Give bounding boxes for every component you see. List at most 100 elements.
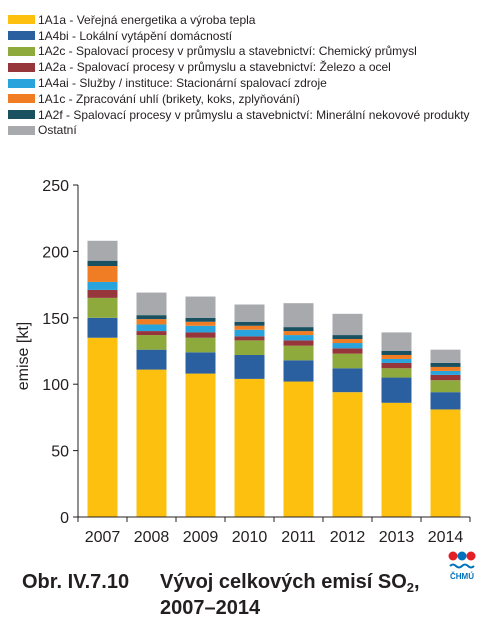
x-tick-label: 2012 <box>330 529 366 546</box>
bar-segment <box>381 351 412 355</box>
bar-segment <box>234 378 265 517</box>
bar-segment <box>332 313 363 336</box>
legend-label: 1A4ai - Služby / instituce: Stacionární … <box>38 76 327 91</box>
figure-caption: Obr. IV.7.10 Vývoj celkových emisí SO2, 2… <box>22 572 420 619</box>
x-tick-label: 2011 <box>281 529 316 546</box>
legend-swatch <box>8 15 35 25</box>
x-tick-label: 2014 <box>428 529 464 546</box>
legend-swatch <box>8 125 35 135</box>
bar-segment <box>185 352 216 374</box>
caption-title-line2: 2007–2014 <box>160 597 261 619</box>
bar-segment <box>430 362 461 367</box>
legend-label: 1A1a - Veřejná energetika a výroba tepla <box>38 12 256 27</box>
bar-segment <box>283 331 314 336</box>
bar-segment <box>136 335 167 350</box>
chart-legend: 1A1a - Veřejná energetika a výroba tepla… <box>8 12 470 138</box>
bar-segment <box>430 370 461 375</box>
legend-item: 1A1c - Zpracování uhlí (brikety, koks, z… <box>8 91 470 107</box>
logo-wave <box>449 563 475 569</box>
bar-segment <box>381 358 412 363</box>
caption-title-subscript: 2 <box>406 580 415 595</box>
bar-segment <box>136 349 167 370</box>
bar-segment <box>283 340 314 346</box>
legend-swatch <box>8 78 35 88</box>
legend-swatch <box>8 94 35 104</box>
bar-segment <box>381 402 412 517</box>
bar-segment <box>234 321 265 326</box>
logo-text: ČHMÚ <box>450 572 474 581</box>
caption-title-end: , <box>414 571 420 593</box>
legend-label: 1A2c - Spalovací procesy v průmyslu a st… <box>38 44 417 59</box>
x-tick-label: 2013 <box>379 529 415 546</box>
bar-segment <box>185 296 216 318</box>
legend-item: 1A2f - Spalovací procesy v průmyslu a st… <box>8 107 470 123</box>
bar-segment <box>87 289 118 298</box>
bar-segment <box>185 321 216 326</box>
y-tick-label: 50 <box>51 444 69 461</box>
bar-segment <box>381 332 412 351</box>
legend-item: 1A2a - Spalovací procesy v průmyslu a st… <box>8 59 470 75</box>
bar-stack <box>87 240 118 517</box>
bar-segment <box>234 336 265 341</box>
bar-segment <box>234 304 265 322</box>
x-axis: 2007 2008 2009 2010 2011 2012 2013 2014 <box>77 516 471 546</box>
bar-segment <box>381 362 412 369</box>
bar-segment <box>234 325 265 330</box>
bar-segment <box>283 381 314 517</box>
bar-segment <box>87 260 118 267</box>
legend-item: Ostatní <box>8 123 470 139</box>
legend-swatch <box>8 110 35 120</box>
logo-red-dot <box>448 551 458 561</box>
bar-segment <box>430 409 461 517</box>
y-tick-label: 0 <box>60 510 69 527</box>
bar-segment <box>185 373 216 517</box>
bar-segment <box>283 335 314 341</box>
bar-segment <box>234 340 265 355</box>
bar-segment <box>136 319 167 325</box>
legend-item: 1A1a - Veřejná energetika a výroba tepla <box>8 12 470 28</box>
bar-stack <box>381 332 412 517</box>
bar-segment <box>283 303 314 328</box>
bar-segment <box>332 343 363 349</box>
bar-segment <box>283 327 314 332</box>
bar-segment <box>185 317 216 322</box>
chmu-logo: ČHMÚ <box>448 551 476 581</box>
bar-segment <box>234 329 265 337</box>
bar-stack <box>332 313 363 517</box>
y-tick-label: 200 <box>42 244 69 261</box>
bar-segment <box>136 315 167 320</box>
legend-item: 1A4ai - Služby / instituce: Stacionární … <box>8 75 470 91</box>
bar-segment <box>87 240 118 261</box>
bars <box>87 240 461 517</box>
x-ticks: 2007 2008 2009 2010 2011 2012 2013 2014 <box>77 517 471 546</box>
bar-segment <box>332 348 363 354</box>
x-tick-label: 2010 <box>232 529 268 546</box>
x-tick-label: 2009 <box>183 529 219 546</box>
bar-segment <box>87 297 118 318</box>
y-tick-label: 150 <box>42 311 69 328</box>
bar-segment <box>136 324 167 332</box>
bar-segment <box>430 374 461 381</box>
legend-label: 1A1c - Zpracování uhlí (brikety, koks, z… <box>38 91 300 106</box>
bar-segment <box>381 377 412 403</box>
bar-segment <box>430 380 461 393</box>
bar-segment <box>185 332 216 338</box>
y-ticks: 0 50 100 150 200 250 <box>42 178 78 527</box>
y-axis: 0 50 100 150 200 250 <box>42 178 79 527</box>
x-tick-label: 2007 <box>85 529 121 546</box>
bar-segment <box>430 366 461 371</box>
bar-segment <box>283 345 314 361</box>
bar-segment <box>283 360 314 382</box>
x-tick-label: 2008 <box>134 529 170 546</box>
bar-stack <box>185 296 216 517</box>
legend-item: 1A2c - Spalovací procesy v průmyslu a st… <box>8 44 470 60</box>
bar-segment <box>332 335 363 340</box>
bar-stack <box>136 292 167 517</box>
bar-stack <box>430 349 461 517</box>
bar-segment <box>185 325 216 333</box>
bar-segment <box>381 354 412 359</box>
bar-segment <box>136 369 167 517</box>
stacked-bar-chart: 0 50 100 150 200 250 2007 2008 2009 2010 2011 2012… <box>15 178 471 546</box>
bar-segment <box>332 392 363 517</box>
